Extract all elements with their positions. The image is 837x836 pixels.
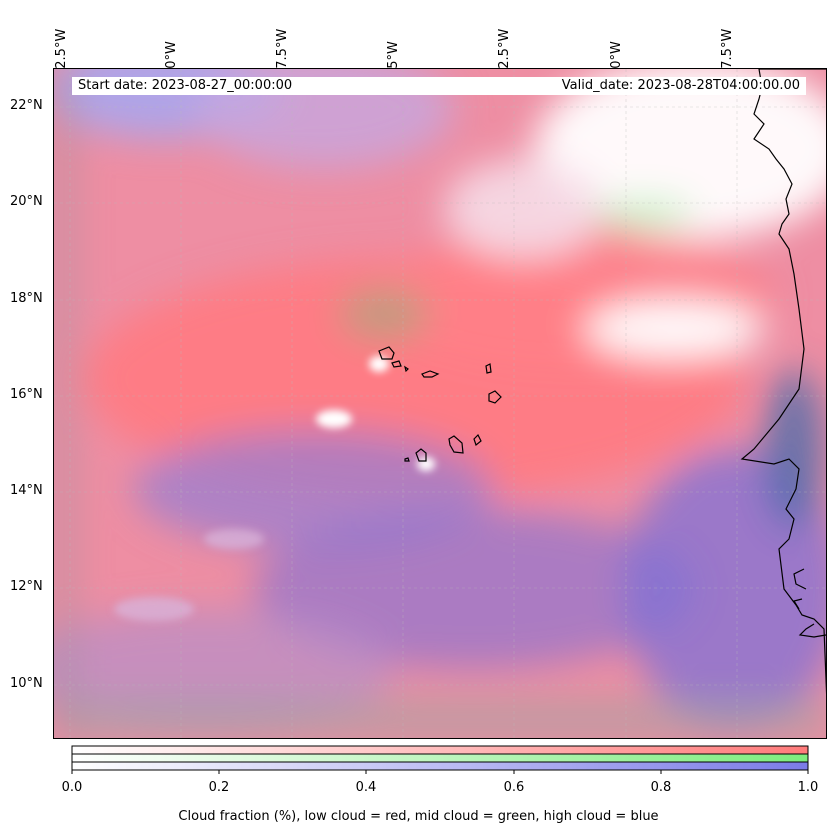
colorbar-label: Cloud fraction (%), low cloud = red, mid… xyxy=(178,809,659,824)
date-banner xyxy=(72,77,806,95)
white-patches xyxy=(114,356,435,621)
colorbar-tick-0.8: 0.8 xyxy=(650,780,672,795)
lat-tick-18n: 18°N xyxy=(10,291,43,306)
colorbar-high xyxy=(71,761,809,771)
colorbar-ticks xyxy=(71,770,809,774)
colorbar-mid xyxy=(71,753,809,763)
lat-tick-10n: 10°N xyxy=(10,676,43,691)
valid-date-text: Valid_date: 2023-08-28T04:00:00.00 xyxy=(561,78,800,93)
lat-tick-12n: 12°N xyxy=(10,579,43,594)
colorbar-low xyxy=(71,745,809,755)
colorbar-tick-0.4: 0.4 xyxy=(355,780,377,795)
graticule xyxy=(54,69,826,738)
colorbar-tick-0.6: 0.6 xyxy=(503,780,525,795)
colorbar-tick-1.0: 1.0 xyxy=(797,780,819,795)
colorbar xyxy=(71,745,809,774)
map-canvas xyxy=(54,69,826,738)
start-date-text: Start date: 2023-08-27_00:00:00 xyxy=(78,78,293,93)
cloud-fraction-map xyxy=(53,68,827,739)
lat-tick-16n: 16°N xyxy=(10,387,43,402)
lat-tick-22n: 22°N xyxy=(10,98,43,113)
africa-coastline-south xyxy=(793,568,826,638)
africa-coastline xyxy=(740,69,826,695)
lat-tick-20n: 20°N xyxy=(10,194,43,209)
colorbar-tick-0: 0.0 xyxy=(61,780,83,795)
colorbar-tick-0.2: 0.2 xyxy=(208,780,230,795)
cloud-field xyxy=(54,69,826,738)
cape-verde-islands xyxy=(378,346,502,462)
lat-tick-14n: 14°N xyxy=(10,483,43,498)
